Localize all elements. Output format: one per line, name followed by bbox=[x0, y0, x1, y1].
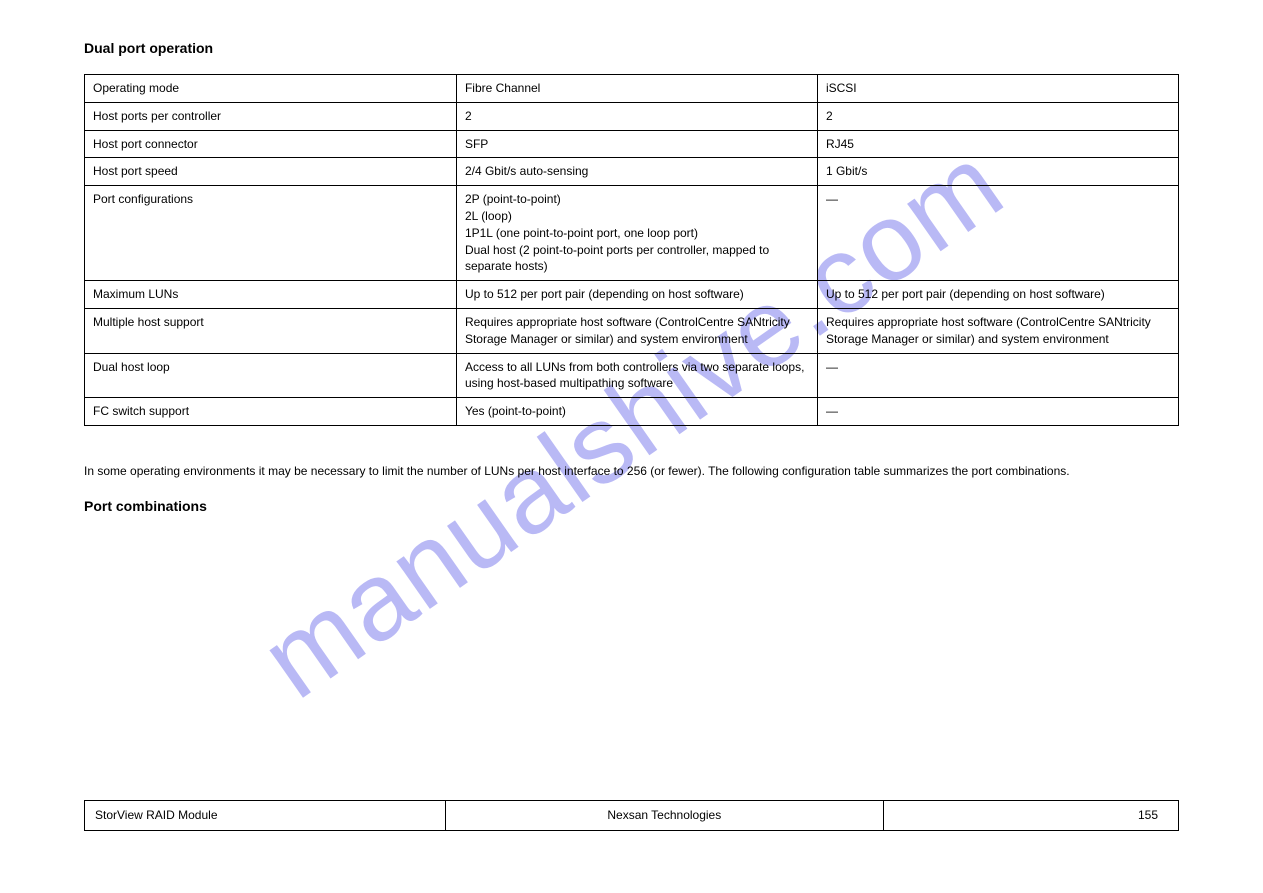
table-row: Host ports per controller 2 2 bbox=[85, 102, 1179, 130]
cell: iSCSI bbox=[817, 75, 1178, 103]
paragraph-text: In some operating environments it may be… bbox=[84, 462, 1179, 480]
cell: — bbox=[817, 186, 1178, 281]
cell: RJ45 bbox=[817, 130, 1178, 158]
cell: — bbox=[817, 353, 1178, 398]
cell: 2 bbox=[456, 102, 817, 130]
footer-page-number: 155 bbox=[883, 801, 1178, 831]
spec-table: Operating mode Fibre Channel iSCSI Host … bbox=[84, 74, 1179, 426]
cell: Host port connector bbox=[85, 130, 457, 158]
cell: Dual host loop bbox=[85, 353, 457, 398]
table-row: FC switch support Yes (point-to-point) — bbox=[85, 398, 1179, 426]
cell: Host port speed bbox=[85, 158, 457, 186]
footer-left: StorView RAID Module bbox=[85, 801, 446, 831]
cell: Up to 512 per port pair (depending on ho… bbox=[817, 281, 1178, 309]
cell: Requires appropriate host software (Cont… bbox=[817, 308, 1178, 353]
cell: 2 bbox=[817, 102, 1178, 130]
table-row: Host port speed 2/4 Gbit/s auto-sensing … bbox=[85, 158, 1179, 186]
cell: Operating mode bbox=[85, 75, 457, 103]
table-row: Dual host loop Access to all LUNs from b… bbox=[85, 353, 1179, 398]
cell: Yes (point-to-point) bbox=[456, 398, 817, 426]
footer-row: StorView RAID Module Nexsan Technologies… bbox=[85, 801, 1179, 831]
footer-table: StorView RAID Module Nexsan Technologies… bbox=[84, 800, 1179, 831]
cell: FC switch support bbox=[85, 398, 457, 426]
table-row: Port configurations 2P (point-to-point) … bbox=[85, 186, 1179, 281]
cell: — bbox=[817, 398, 1178, 426]
cell: Up to 512 per port pair (depending on ho… bbox=[456, 281, 817, 309]
table-row: Multiple host support Requires appropria… bbox=[85, 308, 1179, 353]
section-title-dual-port: Dual port operation bbox=[84, 40, 1179, 56]
table-row: Maximum LUNs Up to 512 per port pair (de… bbox=[85, 281, 1179, 309]
cell: Requires appropriate host software (Cont… bbox=[456, 308, 817, 353]
page-container: Dual port operation Operating mode Fibre… bbox=[0, 0, 1263, 893]
cell: Multiple host support bbox=[85, 308, 457, 353]
cell: SFP bbox=[456, 130, 817, 158]
cell: 1 Gbit/s bbox=[817, 158, 1178, 186]
spec-table-body: Operating mode Fibre Channel iSCSI Host … bbox=[85, 75, 1179, 426]
footer-center: Nexsan Technologies bbox=[446, 801, 884, 831]
table-row: Operating mode Fibre Channel iSCSI bbox=[85, 75, 1179, 103]
cell: 2/4 Gbit/s auto-sensing bbox=[456, 158, 817, 186]
cell: Maximum LUNs bbox=[85, 281, 457, 309]
table-row: Host port connector SFP RJ45 bbox=[85, 130, 1179, 158]
cell: 2P (point-to-point) 2L (loop) 1P1L (one … bbox=[456, 186, 817, 281]
cell: Host ports per controller bbox=[85, 102, 457, 130]
cell: Access to all LUNs from both controllers… bbox=[456, 353, 817, 398]
section-title-port-combinations: Port combinations bbox=[84, 498, 1179, 514]
cell: Fibre Channel bbox=[456, 75, 817, 103]
cell: Port configurations bbox=[85, 186, 457, 281]
